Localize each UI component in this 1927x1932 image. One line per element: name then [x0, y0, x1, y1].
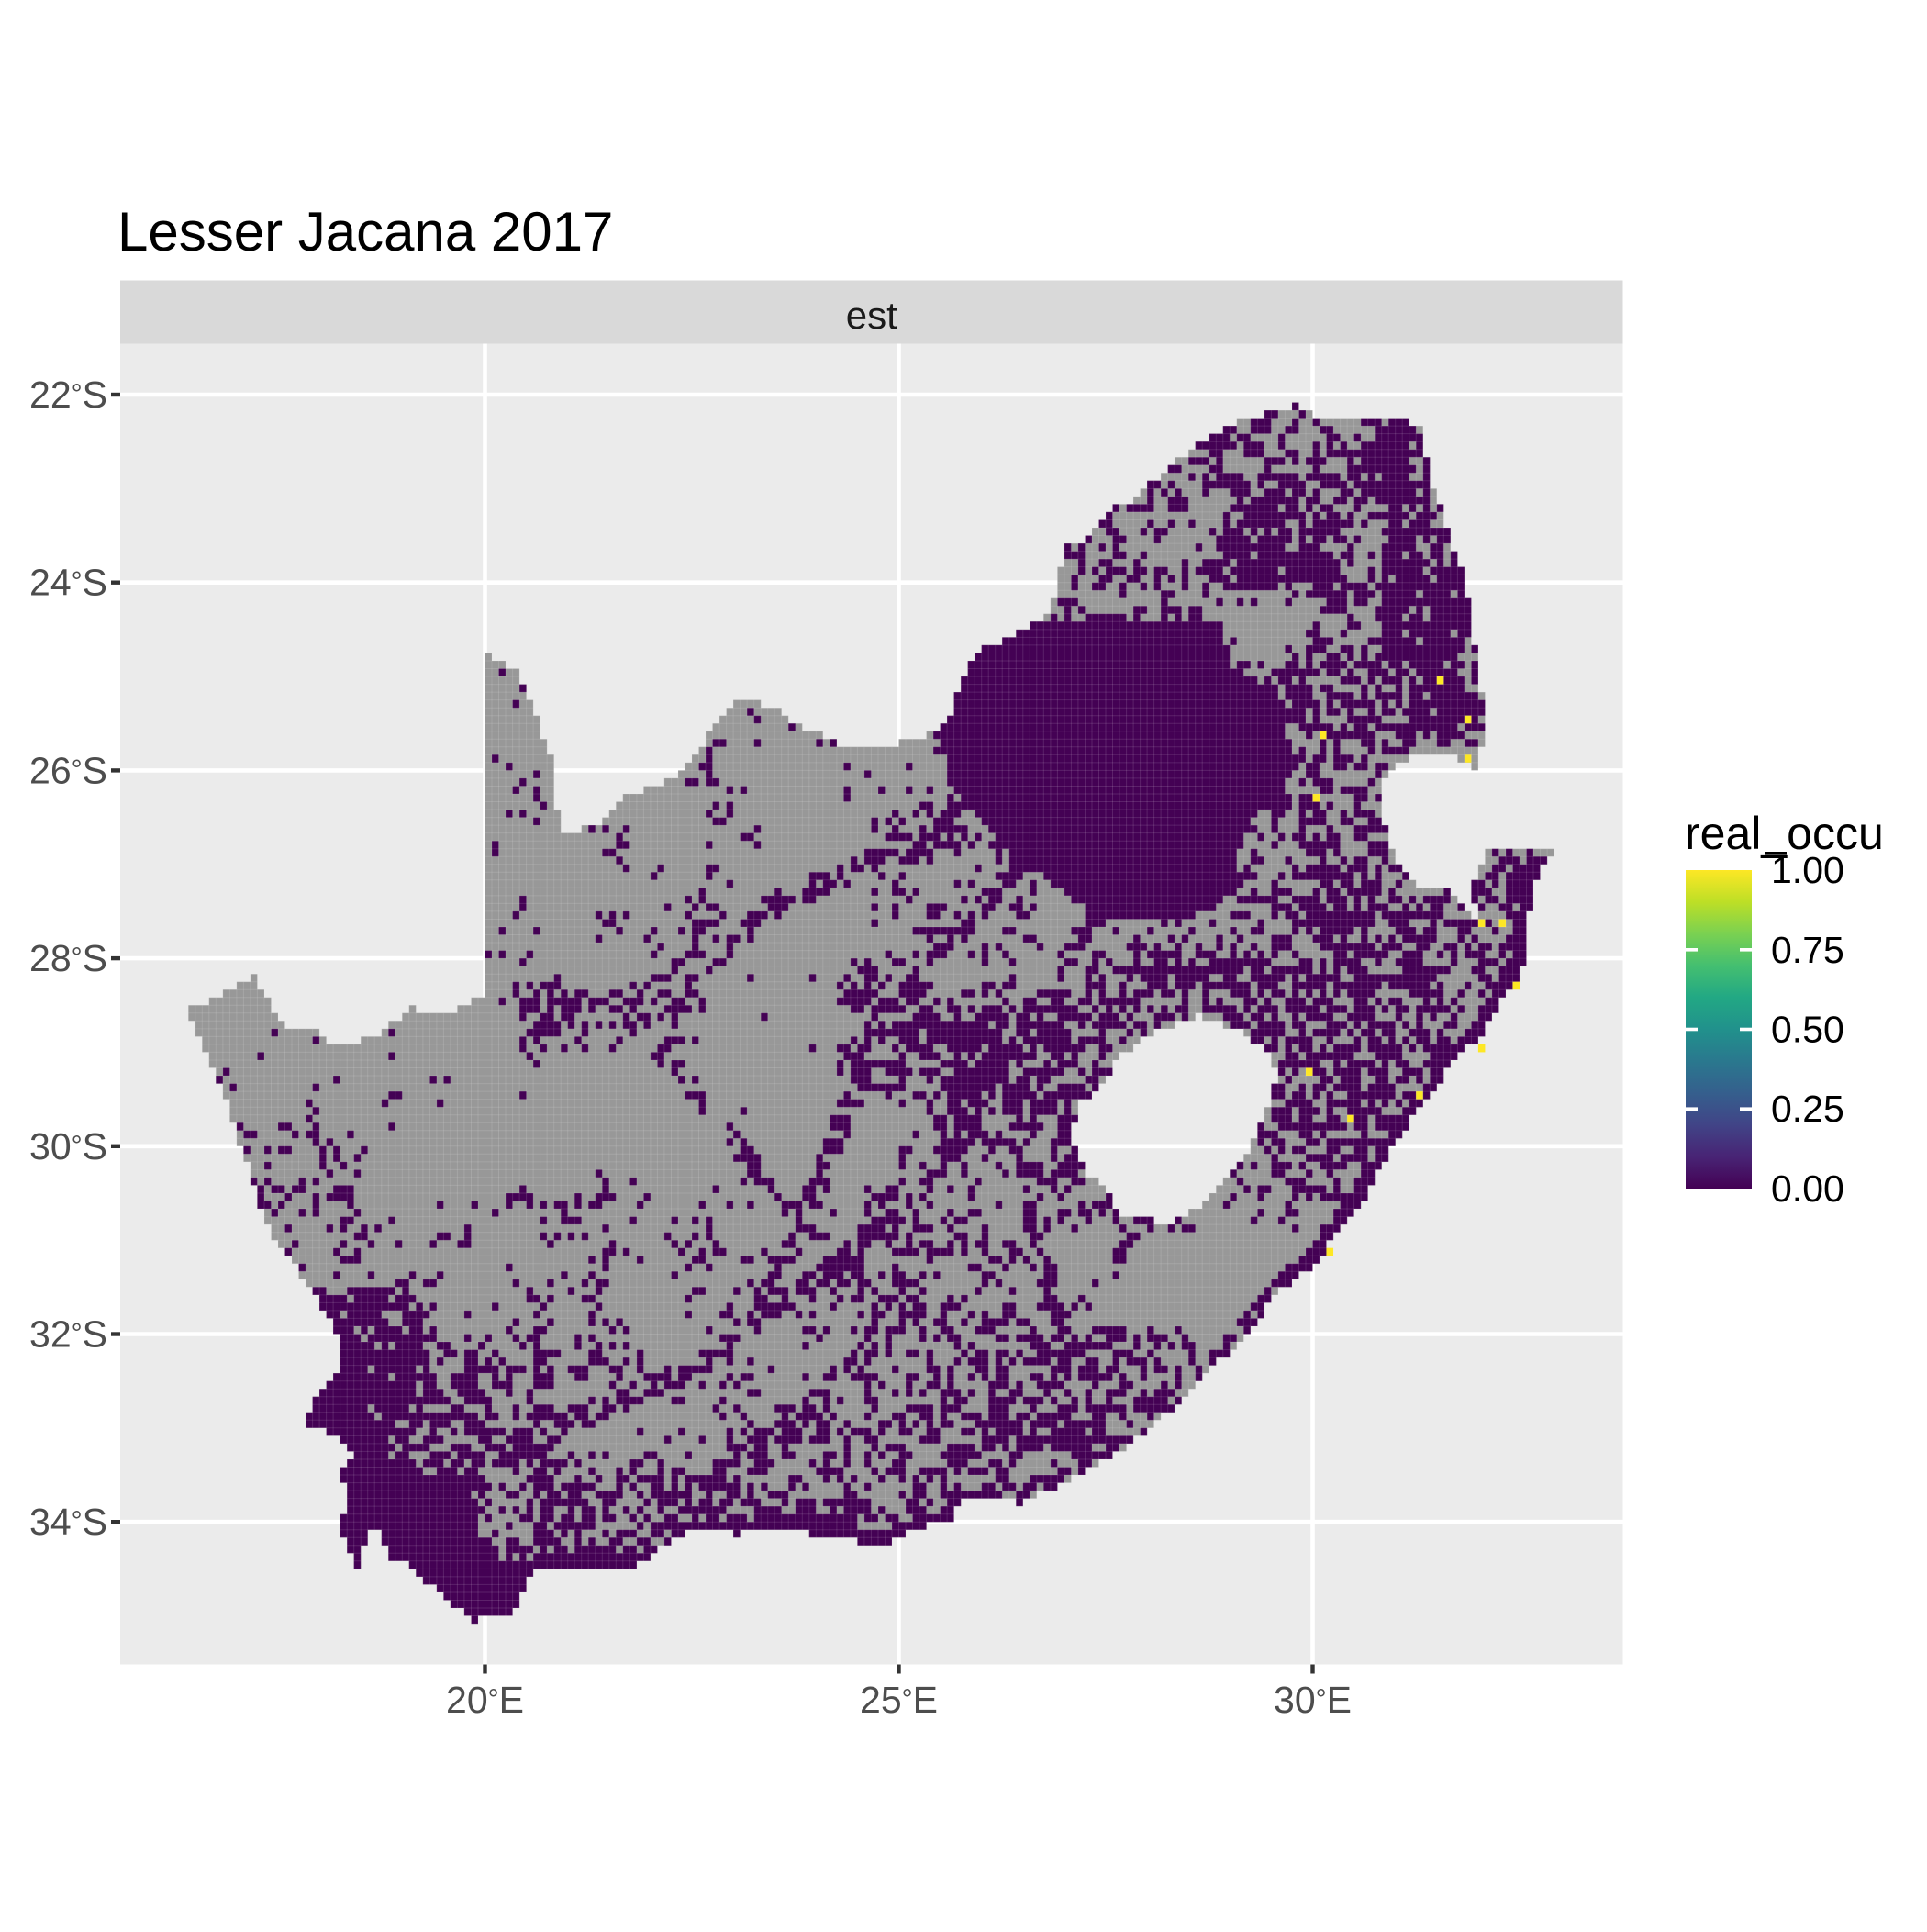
svg-text:24°S: 24°S [29, 562, 107, 604]
svg-text:34°S: 34°S [29, 1501, 107, 1543]
svg-text:25°E: 25°E [860, 1679, 938, 1721]
svg-text:0.75: 0.75 [1771, 929, 1844, 971]
svg-text:est: est [846, 294, 897, 337]
svg-text:32°S: 32°S [29, 1313, 107, 1356]
svg-text:20°E: 20°E [446, 1679, 524, 1721]
svg-text:Lesser Jacana 2017: Lesser Jacana 2017 [117, 201, 613, 262]
svg-text:30°E: 30°E [1274, 1679, 1352, 1721]
svg-text:28°S: 28°S [29, 937, 107, 979]
svg-text:22°S: 22°S [29, 374, 107, 416]
svg-text:0.25: 0.25 [1771, 1088, 1844, 1130]
svg-text:real_occu: real_occu [1685, 808, 1884, 859]
svg-text:0.00: 0.00 [1771, 1167, 1844, 1210]
svg-text:1.00: 1.00 [1771, 849, 1844, 891]
svg-text:26°S: 26°S [29, 749, 107, 791]
svg-text:0.50: 0.50 [1771, 1009, 1844, 1051]
svg-text:30°S: 30°S [29, 1125, 107, 1167]
